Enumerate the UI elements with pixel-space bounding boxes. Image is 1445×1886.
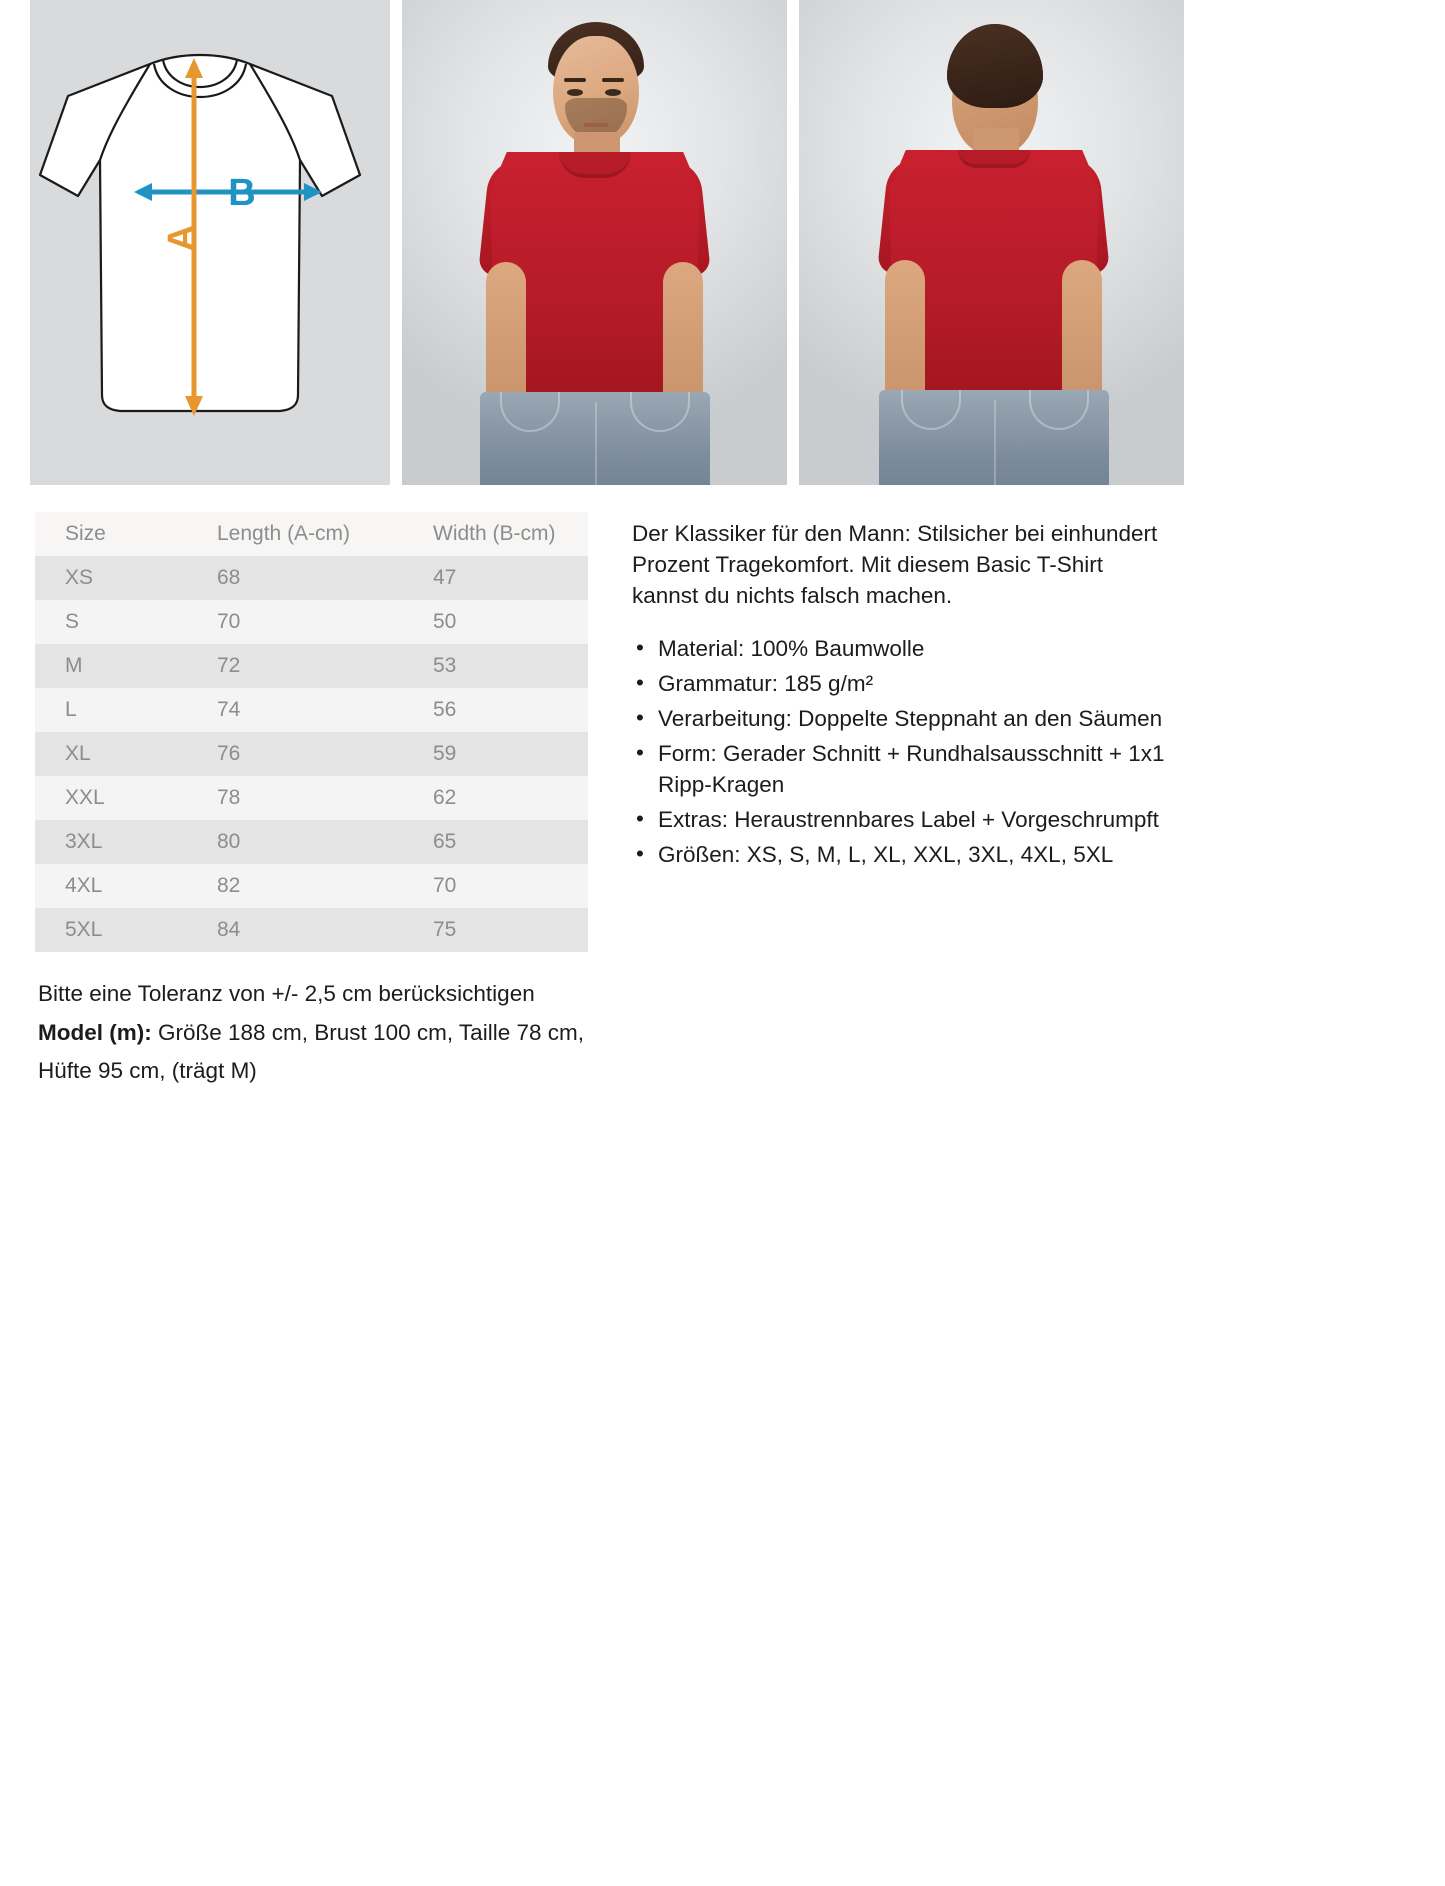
- cell-width: 75: [433, 918, 457, 941]
- list-item: Extras: Heraustrennbares Label + Vorgesc…: [632, 803, 1172, 835]
- list-item: Größen: XS, S, M, L, XL, XXL, 3XL, 4XL, …: [632, 838, 1172, 870]
- table-row: XXL 78 62: [35, 776, 588, 820]
- column-header-length: Length (A-cm): [217, 522, 351, 545]
- cell-length: 68: [217, 566, 241, 589]
- list-item: Verarbeitung: Doppelte Steppnaht an den …: [632, 702, 1172, 734]
- column-header-size: Size: [65, 522, 106, 545]
- tolerance-note: Bitte eine Toleranz von +/- 2,5 cm berüc…: [38, 981, 535, 1006]
- cell-size: 3XL: [65, 830, 103, 853]
- cell-width: 70: [433, 874, 457, 897]
- column-header-width: Width (B-cm): [433, 522, 556, 545]
- cell-length: 80: [217, 830, 241, 853]
- cell-width: 47: [433, 566, 457, 589]
- tshirt-measurement-diagram-icon: B A: [38, 53, 362, 416]
- model-note: Model (m): Größe 188 cm, Brust 100 cm, T…: [38, 1014, 618, 1091]
- table-row: XL 76 59: [35, 732, 588, 776]
- product-image-gallery: B A: [30, 0, 1415, 485]
- model-measurements: Größe 188 cm, Brust 100 cm, Taille 78 cm…: [38, 1019, 584, 1084]
- table-row: XS 68 47: [35, 556, 588, 600]
- product-description: Der Klassiker für den Mann: Stilsicher b…: [632, 512, 1172, 952]
- table-row: L 74 56: [35, 688, 588, 732]
- table-row: 3XL 80 65: [35, 820, 588, 864]
- cell-length: 74: [217, 698, 241, 721]
- cell-width: 56: [433, 698, 457, 721]
- label-b: B: [228, 172, 255, 214]
- size-diagram-panel: B A: [30, 0, 390, 485]
- product-info-section: Size Length (A-cm) Width (B-cm) XS 68 47…: [35, 512, 1415, 952]
- size-chart-body: XS 68 47 S 70 50 M 72 53 L 74 56 XL 76: [35, 556, 588, 952]
- cell-size: L: [65, 698, 77, 721]
- cell-size: XS: [65, 566, 94, 589]
- cell-length: 70: [217, 610, 241, 633]
- cell-size: 5XL: [65, 918, 103, 941]
- table-header-row: Size Length (A-cm) Width (B-cm): [35, 512, 588, 556]
- label-a: A: [161, 224, 203, 251]
- cell-width: 59: [433, 742, 457, 765]
- table-row: S 70 50: [35, 600, 588, 644]
- description-feature-list: Material: 100% Baumwolle Grammatur: 185 …: [632, 632, 1172, 870]
- width-arrow-b: [134, 183, 322, 201]
- cell-length: 82: [217, 874, 241, 897]
- length-arrow-a: [185, 58, 203, 416]
- table-row: M 72 53: [35, 644, 588, 688]
- model-label: Model (m):: [38, 1019, 152, 1045]
- cell-length: 72: [217, 654, 241, 677]
- cell-width: 65: [433, 830, 457, 853]
- size-chart-table: Size Length (A-cm) Width (B-cm) XS 68 47…: [35, 512, 588, 952]
- model-back-illustration: [799, 0, 1184, 485]
- model-front-illustration: [402, 0, 787, 485]
- cell-width: 62: [433, 786, 457, 809]
- list-item: Form: Gerader Schnitt + Rundhalsausschni…: [632, 737, 1172, 800]
- list-item: Material: 100% Baumwolle: [632, 632, 1172, 664]
- table-row: 5XL 84 75: [35, 908, 588, 952]
- cell-width: 50: [433, 610, 457, 633]
- description-intro: Der Klassiker für den Mann: Stilsicher b…: [632, 521, 1158, 609]
- cell-size: XXL: [65, 786, 105, 809]
- table-row: 4XL 82 70: [35, 864, 588, 908]
- list-item: Grammatur: 185 g/m²: [632, 667, 1172, 699]
- product-photo-back: [799, 0, 1184, 485]
- cell-size: M: [65, 654, 83, 677]
- cell-size: XL: [65, 742, 91, 765]
- measurement-notes: Bitte eine Toleranz von +/- 2,5 cm berüc…: [38, 975, 618, 1091]
- cell-length: 78: [217, 786, 241, 809]
- cell-width: 53: [433, 654, 457, 677]
- cell-length: 84: [217, 918, 241, 941]
- cell-size: S: [65, 610, 80, 633]
- cell-length: 76: [217, 742, 241, 765]
- cell-size: 4XL: [65, 874, 103, 897]
- product-photo-front: [402, 0, 787, 485]
